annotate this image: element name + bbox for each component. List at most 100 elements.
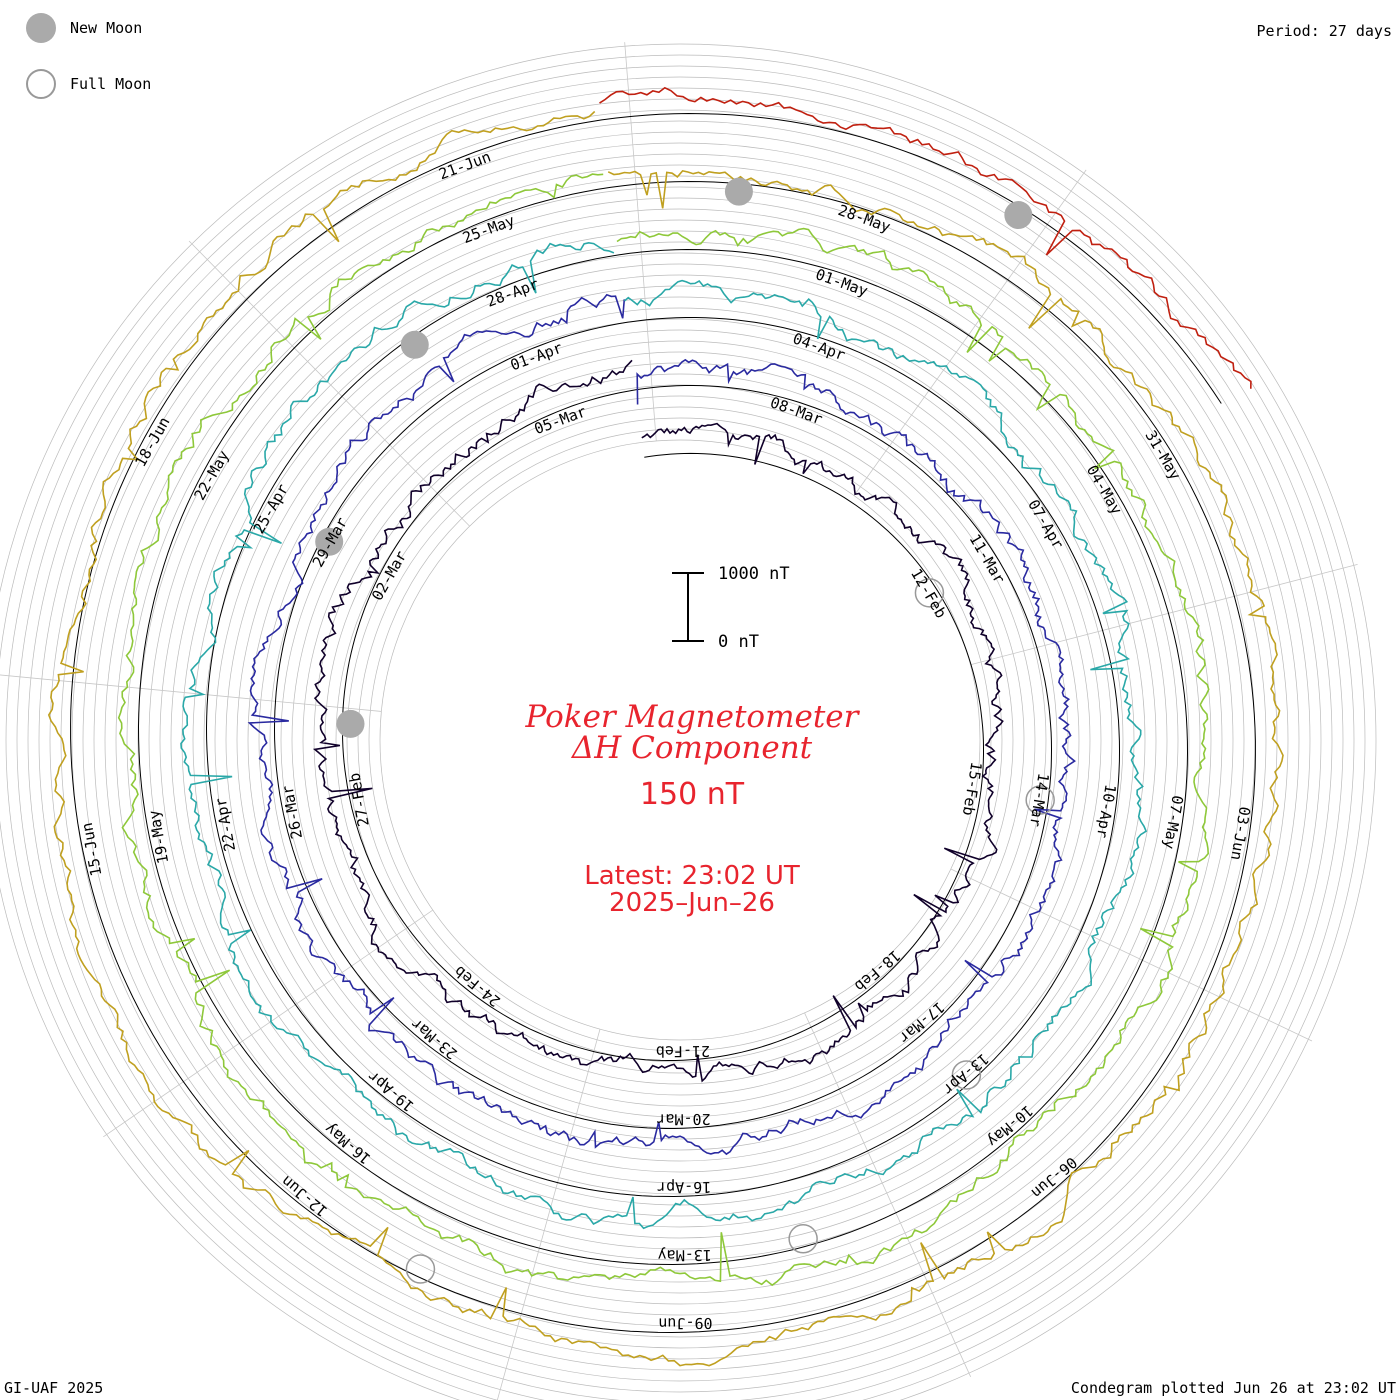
date-label: 17-Mar: [895, 998, 948, 1047]
scale-bar: 1000 nT 0 nT: [672, 564, 790, 652]
date-label: 03-Jun: [1227, 805, 1254, 861]
period-label: Period: 27 days: [1256, 22, 1392, 40]
latest-time: Latest: 23:02 UT: [584, 861, 800, 891]
grid-ring: [126, 186, 1234, 1294]
date-label: 07-Apr: [1024, 496, 1067, 552]
date-label: 26-Mar: [278, 784, 306, 841]
cycle-trace: [312, 359, 1004, 1083]
date-label: 01-May: [813, 265, 870, 300]
new-moon-marker: [1004, 201, 1033, 230]
grid-ring: [27, 87, 1333, 1393]
grid-ring: [269, 329, 1091, 1151]
date-label: 22-May: [190, 447, 232, 503]
full-moon-marker: [1025, 785, 1055, 815]
new-moon-marker: [724, 177, 753, 206]
grid-ring: [0, 43, 1377, 1400]
grid-ring: [71, 131, 1289, 1349]
grid-ring: [225, 285, 1135, 1195]
day-spoke: [188, 240, 470, 527]
full-moon-icon: [26, 69, 56, 99]
date-label: 08-Mar: [768, 393, 825, 428]
date-label: 19-May: [145, 809, 173, 866]
date-label: 28-Apr: [484, 275, 541, 311]
date-label: 25-May: [460, 211, 517, 247]
grid-ring: [335, 395, 1025, 1085]
date-label: 09-Jun: [658, 1314, 712, 1332]
day-spoke: [970, 563, 1358, 666]
new-moon-marker: [400, 330, 429, 359]
grid-ring: [115, 175, 1245, 1305]
baseline-path: [70, 112, 1256, 1334]
day-spoke: [0, 674, 382, 712]
date-label: 20-Mar: [656, 1110, 710, 1128]
grid-ring: [16, 76, 1344, 1400]
full-moon-marker: [788, 1224, 818, 1254]
date-label: 27-Feb: [345, 771, 373, 828]
new-moon-icon: [26, 13, 56, 43]
grid-ring: [60, 120, 1300, 1360]
date-label: 31-May: [1141, 427, 1184, 483]
date-label: 02-Mar: [368, 548, 410, 604]
grid-ring: [192, 252, 1168, 1228]
ring-grid: [0, 43, 1377, 1400]
date-label: 21-Jun: [436, 148, 493, 184]
grid-ring: [0, 54, 1366, 1400]
date-label: 15-Jun: [78, 821, 106, 878]
grid-ring: [159, 219, 1201, 1261]
grid-ring: [170, 230, 1190, 1250]
grid-ring: [313, 373, 1047, 1107]
grid-ring: [258, 318, 1102, 1162]
full-moon-label: Full Moon: [70, 75, 152, 93]
grid-ring: [49, 109, 1311, 1371]
cycle-trace: [599, 86, 1252, 389]
grid-ring: [148, 208, 1212, 1272]
grid-ring: [247, 307, 1113, 1173]
grid-ring: [236, 296, 1124, 1184]
day-spoke: [624, 42, 657, 441]
full-moon-marker: [951, 1060, 982, 1090]
grid-ring: [379, 439, 981, 1041]
data-traces: [47, 86, 1284, 1367]
current-value: 150 nT: [640, 777, 745, 812]
credit-label: GI-UAF 2025: [4, 1379, 104, 1397]
date-label: 16-Apr: [657, 1178, 711, 1196]
day-spoke: [950, 868, 1313, 1042]
day-spoke: [804, 1012, 972, 1377]
grid-ring: [5, 65, 1355, 1400]
moon-markers: [315, 177, 1055, 1284]
legend-full-moon: Full Moon: [26, 69, 151, 99]
title-component: ΔH Component: [571, 730, 813, 766]
plot-time-label: Condegram plotted Jun 26 at 23:02 UT: [1070, 1379, 1396, 1397]
date-label: 04-May: [1083, 462, 1126, 518]
grid-ring: [357, 417, 1003, 1063]
day-spokes: [0, 42, 1358, 1400]
scale-bottom-label: 0 nT: [718, 632, 759, 652]
title-station: Poker Magnetometer: [525, 699, 861, 735]
date-label: 07-May: [1160, 794, 1187, 850]
grid-ring: [181, 241, 1179, 1239]
date-label: 05-Mar: [532, 402, 589, 438]
date-label: 28-May: [836, 201, 893, 236]
full-moon-marker: [405, 1254, 436, 1284]
new-moon-marker: [336, 709, 365, 738]
date-label: 25-Apr: [250, 481, 292, 537]
baseline-spiral: [70, 112, 1256, 1334]
legend-new-moon: New Moon: [26, 13, 142, 43]
cycle-trace: [247, 293, 1076, 1156]
date-label: 10-Apr: [1093, 783, 1120, 839]
inner-clear: [388, 448, 972, 1032]
grid-ring: [137, 197, 1223, 1283]
grid-ring: [82, 142, 1278, 1338]
grid-ring: [203, 263, 1157, 1217]
date-label: 13-May: [658, 1246, 712, 1264]
full-moon-marker: [914, 578, 945, 608]
cycle-trace: [117, 173, 1210, 1287]
day-spoke: [496, 1029, 601, 1400]
scale-top-label: 1000 nT: [718, 564, 790, 584]
grid-ring: [346, 406, 1014, 1074]
date-label: 21-Feb: [656, 1042, 710, 1060]
grid-ring: [280, 340, 1080, 1140]
cycle-trace: [180, 241, 1148, 1230]
